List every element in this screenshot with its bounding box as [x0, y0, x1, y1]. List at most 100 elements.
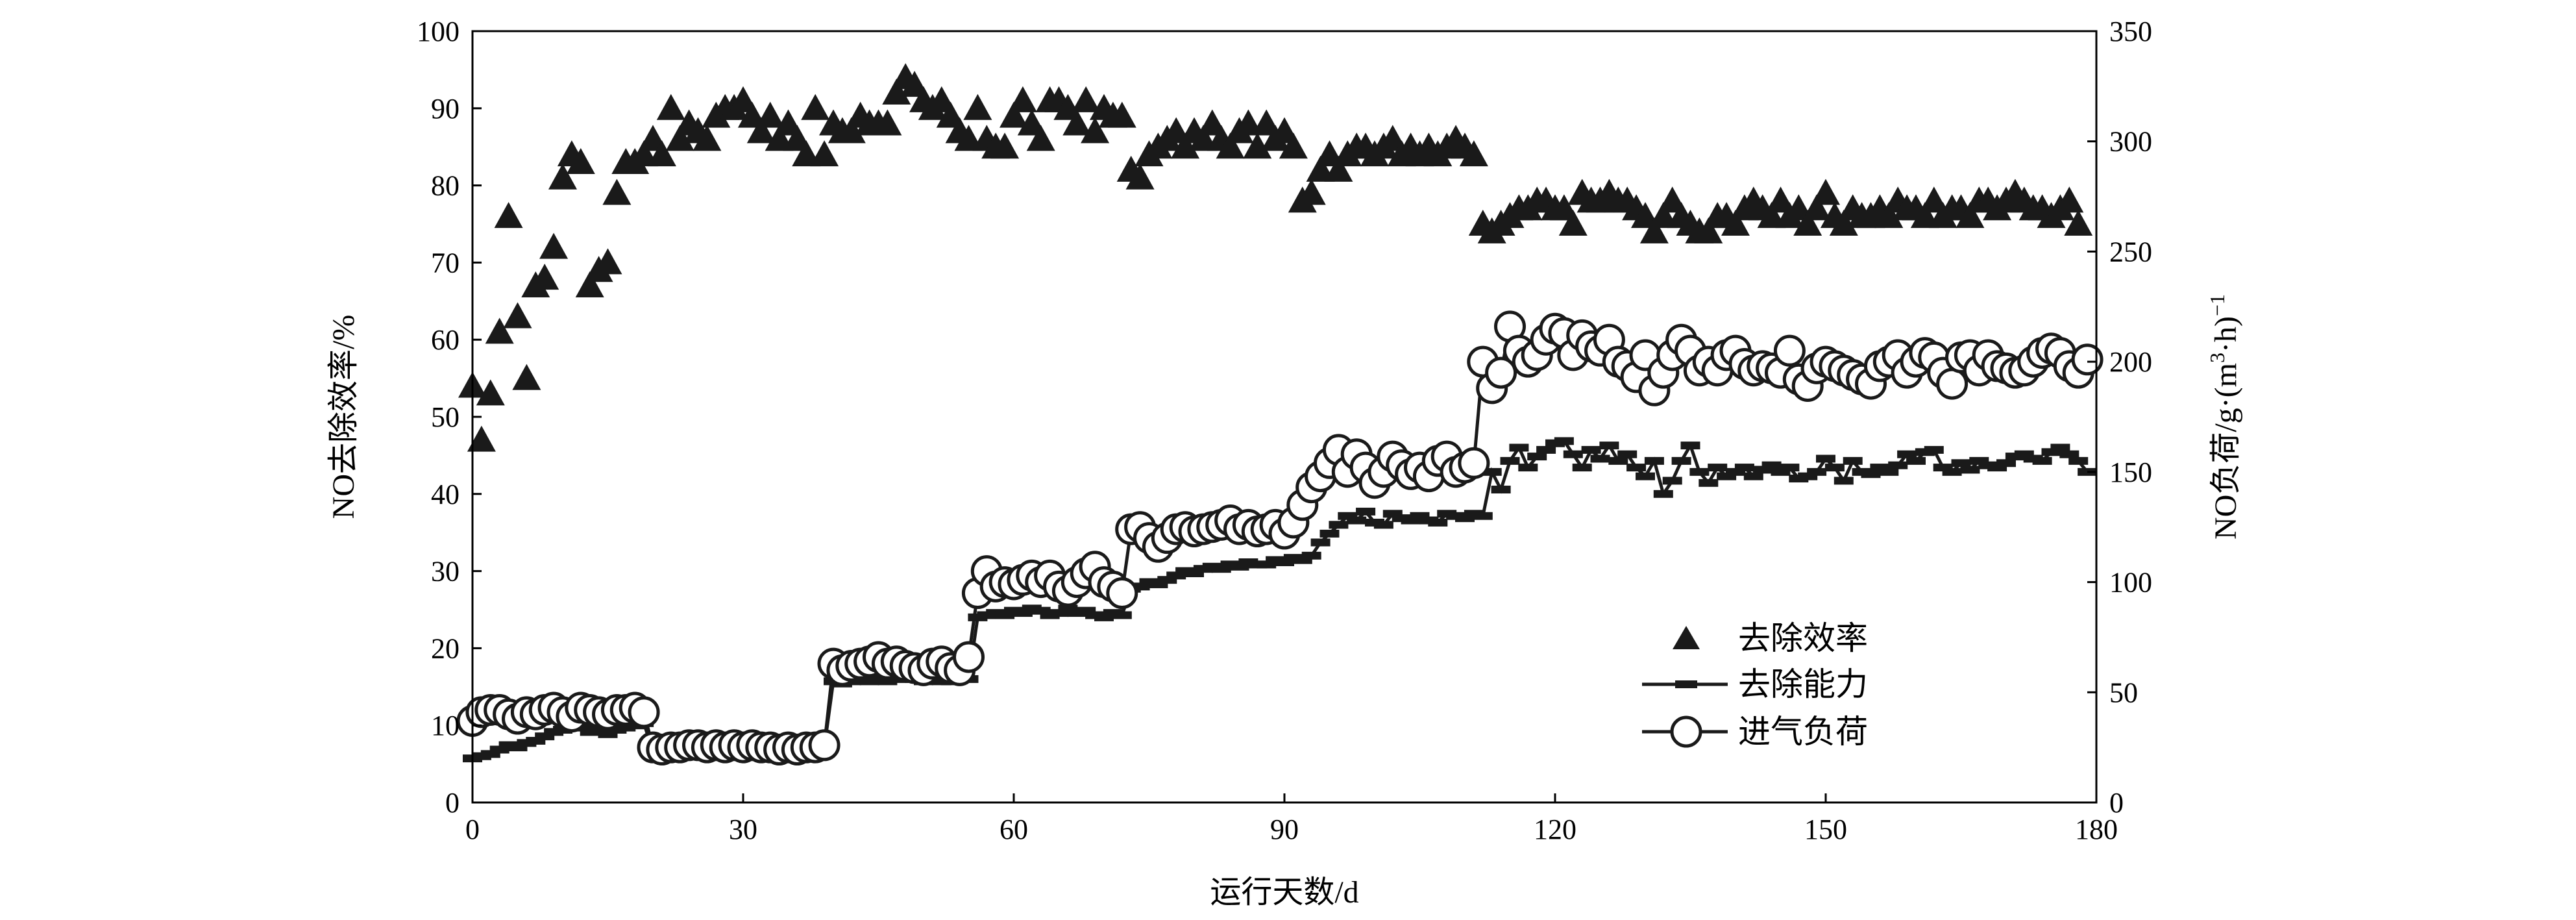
- capacity-point: [1473, 512, 1493, 520]
- efficiency-point: [548, 163, 577, 190]
- capacity-point: [1743, 472, 1763, 480]
- capacity-point: [1951, 459, 1971, 467]
- efficiency-point: [1811, 179, 1840, 205]
- legend-label-removal-capacity: 去除能力: [1738, 666, 1868, 702]
- efficiency-point: [665, 125, 694, 151]
- capacity-point: [1301, 551, 1321, 560]
- inlet-load-point: [1773, 334, 1806, 367]
- y-right-tick-label: 350: [2109, 16, 2152, 47]
- capacity-point: [1563, 450, 1583, 458]
- inlet-load-point: [808, 729, 840, 762]
- y-left-tick-label: 40: [431, 479, 460, 510]
- efficiency-point: [990, 132, 1020, 159]
- efficiency-point: [467, 425, 496, 452]
- y-axis-right-title-mid: ·h): [2209, 316, 2243, 353]
- efficiency-point: [2055, 186, 2084, 213]
- x-tick-label: 180: [2075, 814, 2118, 845]
- efficiency-point: [1279, 132, 1308, 159]
- efficiency-point: [1956, 202, 1985, 229]
- y-left-tick-label: 50: [431, 401, 460, 433]
- efficiency-point: [1026, 125, 1055, 151]
- y-axis-right-title-main: NO负荷/g·(m: [2209, 363, 2243, 540]
- efficiency-point: [1829, 210, 1858, 236]
- efficiency-point: [792, 140, 821, 167]
- capacity-point: [1356, 507, 1376, 516]
- efficiency-point: [693, 125, 722, 151]
- y-left-tick-label: 10: [431, 710, 460, 741]
- inlet-load-point: [2071, 343, 2104, 376]
- x-axis-title: 运行天数/d: [1210, 875, 1358, 910]
- capacity-point: [1626, 464, 1647, 472]
- y-right-tick-label: 300: [2109, 126, 2152, 158]
- capacity-point: [1906, 456, 1926, 465]
- efficiency-point: [575, 271, 604, 298]
- capacity-point: [1689, 467, 1710, 476]
- capacity-point: [1960, 466, 1980, 474]
- efficiency-point: [873, 109, 902, 136]
- inlet-load-point: [1458, 447, 1490, 479]
- capacity-point: [1329, 521, 1349, 529]
- efficiency-point: [1558, 210, 1588, 236]
- efficiency-point: [656, 93, 685, 120]
- y-right-tick-label: 150: [2109, 456, 2152, 488]
- efficiency-point: [1171, 132, 1200, 159]
- chart-marks: [456, 63, 2104, 766]
- efficiency-point: [1694, 217, 1723, 243]
- efficiency-point: [1324, 155, 1353, 182]
- efficiency-point: [566, 147, 595, 174]
- efficiency-point: [602, 179, 632, 205]
- efficiency-point: [765, 125, 794, 151]
- capacity-point: [1824, 464, 1845, 472]
- efficiency-point: [1243, 132, 1272, 159]
- capacity-point: [1761, 461, 1782, 469]
- capacity-point: [1662, 477, 1682, 485]
- y-right-tick-label: 50: [2109, 677, 2138, 708]
- efficiency-point: [1297, 179, 1326, 205]
- capacity-point: [1807, 467, 1827, 476]
- inlet-load-point: [1485, 356, 1517, 389]
- efficiency-point: [837, 117, 866, 143]
- inlet-load-point: [1936, 367, 1969, 400]
- capacity-point: [1554, 437, 1574, 445]
- capacity-point: [1924, 445, 1944, 454]
- capacity-point: [1879, 467, 1899, 476]
- y-left-tick-label: 60: [431, 324, 460, 356]
- y-right-tick-label: 200: [2109, 346, 2152, 378]
- capacity-point: [1500, 456, 1520, 465]
- capacity-point: [1527, 453, 1547, 461]
- y-left-tick-label: 100: [417, 16, 460, 47]
- y-axis-right-title-sup2: −1: [2205, 294, 2229, 316]
- capacity-point: [1347, 516, 1367, 525]
- efficiency-point: [1000, 101, 1028, 128]
- efficiency-point: [1008, 86, 1037, 112]
- y-right-tick-label: 100: [2109, 567, 2152, 599]
- capacity-point: [1671, 456, 1691, 465]
- axis-ticks: 0 30 60 90 120 150 180010203040506070809010005…: [417, 16, 2152, 845]
- inlet-load-point: [628, 696, 660, 728]
- inlet-load-point: [1106, 577, 1138, 610]
- capacity-point: [1428, 518, 1448, 527]
- efficiency-point: [2064, 210, 2093, 236]
- efficiency-point: [476, 379, 505, 406]
- efficiency-point: [1072, 86, 1101, 112]
- efficiency-point: [963, 93, 992, 120]
- y-axis-left-title: NO去除效率/%: [326, 315, 361, 519]
- efficiency-point: [882, 79, 911, 105]
- y-left-tick-label: 70: [431, 247, 460, 279]
- capacity-point: [1897, 450, 1917, 458]
- x-tick-label: 120: [1534, 814, 1576, 845]
- capacity-point: [1572, 464, 1592, 472]
- legend-label-removal-efficiency: 去除效率: [1738, 620, 1868, 656]
- efficiency-point: [1793, 210, 1822, 236]
- capacity-point: [1590, 454, 1610, 463]
- capacity-point: [1708, 464, 1728, 472]
- efficiency-point: [1757, 202, 1786, 229]
- capacity-point: [1653, 490, 1673, 498]
- inlet-load-point: [953, 641, 985, 673]
- capacity-point: [1536, 445, 1556, 454]
- capacity-point: [1644, 456, 1664, 465]
- legend-circle-marker: [1670, 715, 1702, 748]
- efficiency-point: [593, 248, 622, 275]
- capacity-line: [472, 439, 2089, 760]
